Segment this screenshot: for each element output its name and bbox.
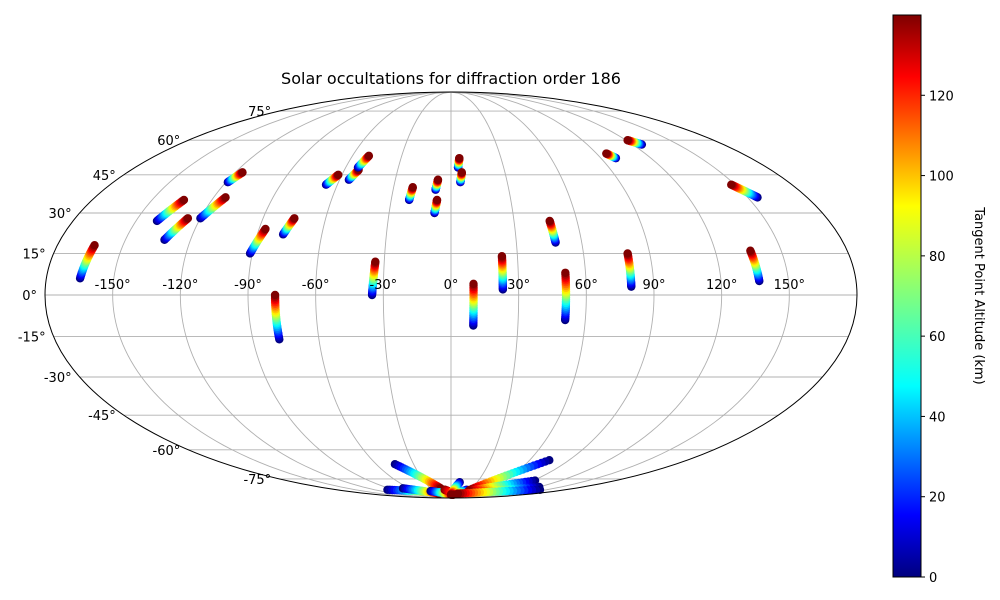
latitude-tick-label: 75° <box>248 105 271 120</box>
colorbar-ticks: 0 20 40 60 80 100 120 <box>921 89 954 586</box>
meridian-line <box>112 91 452 499</box>
occultation-point <box>261 224 270 234</box>
longitude-tick-label: -30° <box>369 278 397 293</box>
colorbar-tick-label: 0 <box>929 571 937 586</box>
occultation-point <box>371 257 380 266</box>
graticule <box>45 91 857 499</box>
colorbar-tick-label: 100 <box>929 170 954 185</box>
latitude-tick-label: 30° <box>49 207 72 222</box>
meridian-line <box>450 91 520 499</box>
latitude-tick-label: 45° <box>93 169 116 184</box>
longitude-tick-label: 150° <box>774 278 805 293</box>
meridian-line <box>382 91 452 499</box>
occultation-point <box>623 249 632 258</box>
occultation-point <box>238 168 247 177</box>
occultation-point <box>290 214 299 223</box>
meridian-line <box>450 91 587 499</box>
occultation-point <box>433 175 443 184</box>
occultation-point <box>453 489 463 498</box>
meridian-line <box>450 91 655 499</box>
latitude-tick-label: 15° <box>23 247 46 262</box>
occultation-point <box>221 193 230 202</box>
colorbar-tick-label: 80 <box>929 250 946 265</box>
occultation-point <box>179 195 189 205</box>
colorbar <box>892 14 922 578</box>
colorbar-tick-label: 40 <box>929 410 946 425</box>
longitude-tick-labels: -150° -120° -90° -60° -30° 0° 30° 60° 90° 120° 150… <box>95 278 805 293</box>
occultation-point <box>90 241 99 250</box>
latitude-tick-label: -30° <box>44 371 72 386</box>
longitude-tick-label: 30° <box>507 278 530 293</box>
latitude-tick-label: -45° <box>88 409 116 424</box>
occultation-point <box>270 290 280 300</box>
occultation-points <box>75 136 764 499</box>
map-outline <box>44 91 858 499</box>
occultation-point <box>602 149 611 158</box>
occultation-point <box>746 246 755 255</box>
latitude-tick-labels: -75° -60° -45° -30° -15° 0° 15° 30° 45° 60° 75° <box>18 105 271 488</box>
meridian-line <box>247 91 452 499</box>
latitude-tick-label: -60° <box>153 444 181 459</box>
occultation-point <box>545 216 554 226</box>
occultation-point <box>623 136 632 145</box>
latitude-tick-label: -15° <box>18 331 46 346</box>
occultation-point <box>334 170 343 180</box>
occultation-point <box>364 151 374 161</box>
longitude-tick-label: -150° <box>95 278 131 293</box>
longitude-tick-label: 120° <box>706 278 737 293</box>
meridian-line <box>179 91 452 499</box>
colorbar-tick-label: 120 <box>929 89 954 104</box>
meridian-line <box>450 91 790 499</box>
latitude-tick-label: -75° <box>243 473 271 488</box>
latitude-tick-label: 0° <box>22 289 37 304</box>
longitude-tick-label: 0° <box>444 278 459 293</box>
occultation-point <box>561 268 570 277</box>
longitude-tick-label: -60° <box>302 278 330 293</box>
occultation-point <box>432 195 442 205</box>
chart-title: Solar occultations for diffraction order… <box>281 69 621 88</box>
occultation-point <box>727 180 736 189</box>
longitude-tick-label: 60° <box>575 278 598 293</box>
meridian-line <box>315 91 452 499</box>
colorbar-tick-label: 60 <box>929 330 946 345</box>
colorbar-label: Tangent Point Altitude (km) <box>971 206 986 384</box>
occultation-point <box>497 251 507 261</box>
latitude-tick-label: 60° <box>157 134 180 149</box>
occultation-point <box>469 279 478 289</box>
occultation-point <box>408 183 417 192</box>
longitude-tick-label: 90° <box>642 278 665 293</box>
occultation-point <box>183 214 193 223</box>
longitude-tick-label: -90° <box>234 278 262 293</box>
colorbar-tick-label: 20 <box>929 491 946 506</box>
occultation-point <box>455 153 464 163</box>
longitude-tick-label: -120° <box>162 278 198 293</box>
occultation-point <box>457 168 466 177</box>
